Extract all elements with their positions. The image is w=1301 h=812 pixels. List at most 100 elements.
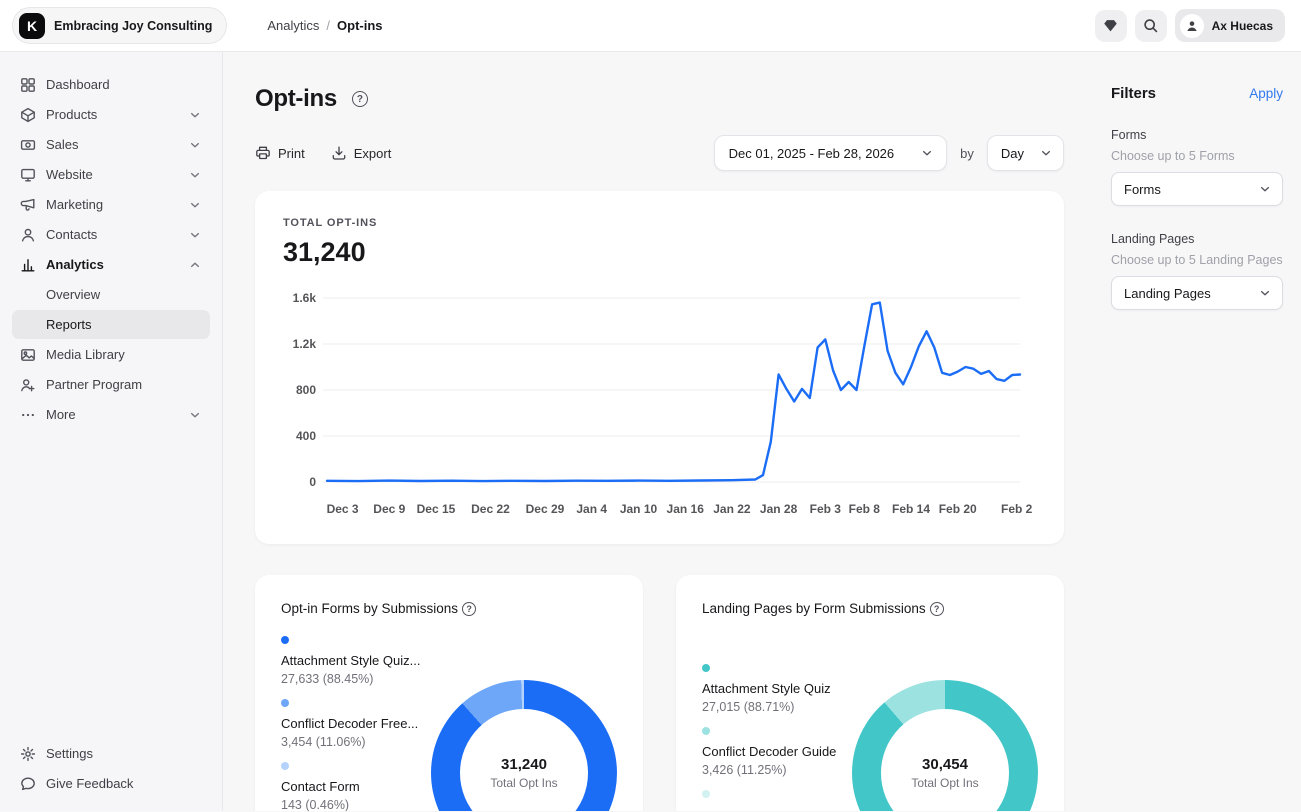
- sidebar-nav: Dashboard Products Sales Website Marketing Co…: [12, 70, 210, 430]
- by-label: by: [960, 145, 974, 161]
- chevron-down-icon: [188, 138, 202, 152]
- print-label: Print: [278, 145, 305, 161]
- sidebar-item-label: Media Library: [46, 347, 125, 362]
- svg-text:Feb 8: Feb 8: [849, 502, 881, 516]
- svg-text:400: 400: [296, 429, 316, 443]
- interval-value: Day: [1000, 145, 1024, 161]
- chevron-down-icon: [1039, 146, 1053, 160]
- svg-text:Feb 28: Feb 28: [1001, 502, 1032, 516]
- page-title: Opt-ins: [255, 85, 337, 112]
- svg-text:Feb 20: Feb 20: [939, 502, 977, 516]
- legend-value: 143 (0.46%): [281, 798, 350, 811]
- media-library-icon: [20, 347, 36, 363]
- sidebar-item-website[interactable]: Website: [12, 160, 210, 189]
- legend-item: Conflict Decoder Guide 3,426 (11.25%): [702, 727, 852, 777]
- legend-value: 3,426 (11.25%): [702, 763, 787, 777]
- kajabi-logo-icon: K: [19, 12, 45, 39]
- upgrade-button[interactable]: [1094, 9, 1127, 42]
- breadcrumb-section[interactable]: Analytics: [267, 18, 320, 33]
- sidebar-item-overview[interactable]: Overview: [12, 280, 210, 309]
- legend-label: Attachment Style Quiz...: [281, 653, 421, 668]
- donut-hole: [881, 709, 1009, 811]
- chevron-up-icon: [188, 258, 202, 272]
- landing-pages-filter-label: Landing Pages: [1111, 232, 1195, 246]
- filters-title: Filters: [1111, 85, 1157, 102]
- svg-text:Dec 22: Dec 22: [471, 502, 510, 516]
- donut-total-label: Total Opt Ins: [490, 776, 558, 790]
- filters-panel: Filters Apply Forms Choose up to 5 Forms…: [1096, 52, 1301, 811]
- page-head: Opt-ins ?: [255, 85, 1064, 113]
- forms-filter-group: Forms Choose up to 5 Forms Forms: [1111, 128, 1283, 206]
- landing-pages-card: Landing Pages by Form Submissions ? Atta…: [676, 575, 1064, 811]
- account-name: Embracing Joy Consulting: [54, 18, 213, 33]
- sidebar-item-label: Products: [46, 107, 98, 122]
- landing-pages-select[interactable]: Landing Pages: [1111, 276, 1283, 310]
- export-icon: [332, 146, 346, 160]
- print-icon: [256, 146, 270, 160]
- contacts-icon: [20, 227, 36, 243]
- sidebar-item-label: Reports: [46, 317, 92, 332]
- interval-select[interactable]: Day: [986, 135, 1064, 171]
- legend-item: Contact Form 143 (0.46%): [281, 762, 431, 811]
- svg-text:Dec 15: Dec 15: [417, 502, 456, 516]
- main-content: Opt-ins ? Print Export Dec 01, 2025 - Fe…: [223, 52, 1096, 811]
- card-title: Opt-in Forms by Submissions: [281, 601, 459, 616]
- total-optins-label: TOTAL OPT-INS: [283, 217, 378, 229]
- sidebar-item-label: Partner Program: [46, 377, 143, 392]
- sidebar-item-label: Marketing: [46, 197, 104, 212]
- sidebar-item-reports[interactable]: Reports: [12, 310, 210, 339]
- print-button[interactable]: Print: [255, 145, 305, 161]
- apply-filters-link[interactable]: Apply: [1249, 86, 1283, 101]
- legend-label: Conflict Decoder Free...: [281, 716, 419, 731]
- help-icon[interactable]: ?: [929, 601, 944, 616]
- date-range-picker[interactable]: Dec 01, 2025 - Feb 28, 2026: [713, 135, 948, 171]
- svg-text:Jan 16: Jan 16: [667, 502, 705, 516]
- sidebar-item-dashboard[interactable]: Dashboard: [12, 70, 210, 99]
- sidebar-item-label: Settings: [46, 746, 93, 761]
- sidebar-item-analytics[interactable]: Analytics: [12, 250, 210, 279]
- chevron-down-icon: [1258, 182, 1272, 196]
- sidebar-item-more[interactable]: More: [12, 400, 210, 429]
- legend-item: Conflict Decoder Free... 3,454 (11.06%): [281, 699, 431, 749]
- legend-dot-icon: [702, 664, 710, 672]
- card-title: Landing Pages by Form Submissions: [702, 601, 926, 616]
- donut-total-value: 31,240: [501, 756, 547, 773]
- search-button[interactable]: [1134, 9, 1167, 42]
- sidebar-item-media-library[interactable]: Media Library: [12, 340, 210, 369]
- legend-item: Attachment Style Quiz 27,015 (88.71%): [702, 664, 852, 714]
- more-icon: [20, 407, 36, 423]
- breakdown-cards: Opt-in Forms by Submissions ? Attachment…: [255, 575, 1064, 811]
- forms-select[interactable]: Forms: [1111, 172, 1283, 206]
- sidebar-item-give-feedback[interactable]: Give Feedback: [12, 769, 210, 798]
- optin-forms-legend: Attachment Style Quiz... 27,633 (88.45%) C…: [281, 630, 431, 811]
- legend-item: Attachment Style Quiz... 27,633 (88.45%): [281, 636, 431, 686]
- export-button[interactable]: Export: [331, 145, 391, 161]
- sidebar-item-sales[interactable]: Sales: [12, 130, 210, 159]
- topbar: K Embracing Joy Consulting Analytics / O…: [0, 0, 1301, 52]
- help-icon[interactable]: ?: [462, 601, 477, 616]
- website-icon: [20, 167, 36, 183]
- optin-forms-donut-chart: 31,240 Total Opt Ins: [431, 680, 617, 811]
- landing-pages-legend: Attachment Style Quiz 27,015 (88.71%) Conf…: [702, 630, 852, 811]
- topbar-actions: Ax Huecas: [1094, 9, 1285, 42]
- svg-text:Feb 14: Feb 14: [892, 502, 930, 516]
- sidebar-item-products[interactable]: Products: [12, 100, 210, 129]
- breadcrumb-page: Opt-ins: [337, 18, 383, 33]
- legend-label: Contact Form: [281, 779, 360, 794]
- sidebar-item-settings[interactable]: Settings: [12, 739, 210, 768]
- avatar: [1179, 13, 1204, 38]
- legend-dot-icon: [281, 699, 289, 707]
- sidebar-item-contacts[interactable]: Contacts: [12, 220, 210, 249]
- sidebar-item-label: More: [46, 407, 76, 422]
- forms-filter-label: Forms: [1111, 128, 1147, 142]
- legend-value: 3,454 (11.06%): [281, 735, 366, 749]
- help-icon[interactable]: ?: [351, 91, 368, 107]
- sidebar-item-marketing[interactable]: Marketing: [12, 190, 210, 219]
- legend-dot-icon: [702, 790, 710, 798]
- settings-icon: [20, 746, 36, 762]
- sidebar-item-partner-program[interactable]: Partner Program: [12, 370, 210, 399]
- chevron-down-icon: [188, 408, 202, 422]
- svg-text:0: 0: [309, 475, 316, 489]
- account-switcher[interactable]: K Embracing Joy Consulting: [12, 7, 228, 44]
- user-menu[interactable]: Ax Huecas: [1174, 9, 1285, 42]
